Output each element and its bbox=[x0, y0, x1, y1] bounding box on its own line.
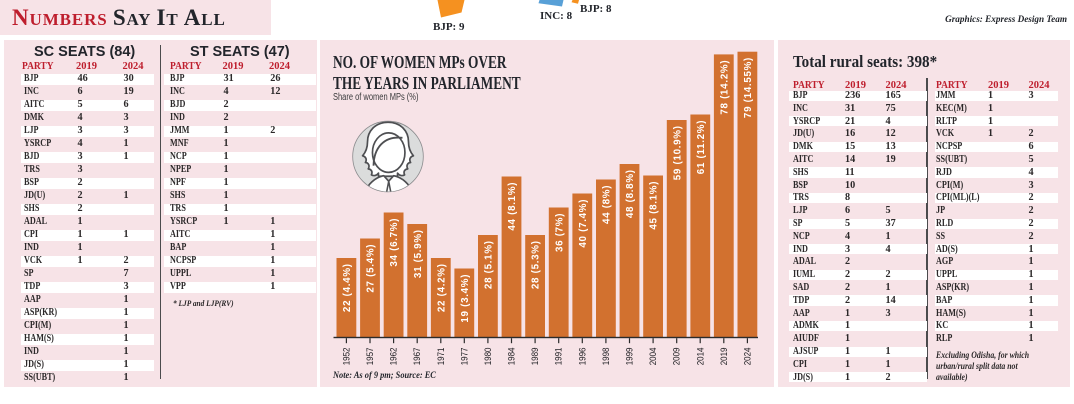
svg-text:1991: 1991 bbox=[553, 348, 563, 366]
svg-text:1980: 1980 bbox=[482, 348, 492, 366]
svg-text:1971: 1971 bbox=[435, 348, 445, 366]
svg-text:44 (8%): 44 (8%) bbox=[601, 185, 612, 224]
svg-text:1957: 1957 bbox=[365, 348, 375, 366]
svg-text:19 (3.4%): 19 (3.4%) bbox=[459, 274, 470, 323]
svg-text:79 (14.55%): 79 (14.55%) bbox=[743, 57, 754, 118]
svg-text:2009: 2009 bbox=[671, 348, 681, 366]
svg-text:28 (5.3%): 28 (5.3%) bbox=[530, 240, 541, 289]
svg-text:1977: 1977 bbox=[459, 348, 469, 366]
svg-text:44 (8.1%): 44 (8.1%) bbox=[507, 182, 518, 231]
svg-text:1967: 1967 bbox=[412, 348, 422, 366]
svg-text:2004: 2004 bbox=[648, 348, 658, 366]
svg-text:22 (4.2%): 22 (4.2%) bbox=[436, 263, 447, 312]
svg-text:45 (8.1%): 45 (8.1%) bbox=[648, 181, 659, 230]
svg-text:59 (10.9%): 59 (10.9%) bbox=[672, 125, 683, 180]
svg-text:1999: 1999 bbox=[624, 348, 634, 366]
svg-text:61 (11.2%): 61 (11.2%) bbox=[695, 120, 706, 174]
svg-text:36 (7%): 36 (7%) bbox=[554, 213, 565, 252]
svg-text:40 (7.4%): 40 (7.4%) bbox=[577, 199, 588, 248]
svg-text:1984: 1984 bbox=[506, 348, 516, 366]
svg-text:22 (4.4%): 22 (4.4%) bbox=[342, 263, 353, 312]
svg-text:1962: 1962 bbox=[388, 348, 398, 366]
svg-text:1989: 1989 bbox=[530, 348, 540, 366]
svg-text:78 (14.2%): 78 (14.2%) bbox=[719, 60, 730, 115]
svg-text:1996: 1996 bbox=[577, 348, 587, 366]
svg-text:48 (8.8%): 48 (8.8%) bbox=[625, 169, 636, 218]
svg-text:1998: 1998 bbox=[600, 348, 610, 366]
svg-text:27 (5.4%): 27 (5.4%) bbox=[365, 244, 376, 293]
svg-text:34 (6.7%): 34 (6.7%) bbox=[389, 218, 400, 267]
svg-text:2024: 2024 bbox=[742, 348, 752, 366]
svg-text:31 (5.9%): 31 (5.9%) bbox=[412, 229, 423, 278]
svg-text:28 (5.1%): 28 (5.1%) bbox=[483, 240, 494, 289]
svg-text:1952: 1952 bbox=[341, 348, 351, 366]
svg-text:2019: 2019 bbox=[718, 348, 728, 366]
svg-text:2014: 2014 bbox=[695, 348, 705, 366]
